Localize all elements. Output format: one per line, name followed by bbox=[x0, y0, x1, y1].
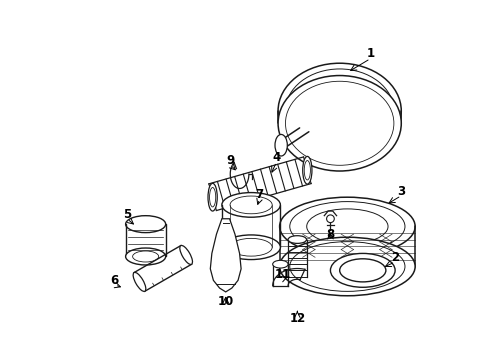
Ellipse shape bbox=[125, 248, 166, 265]
Ellipse shape bbox=[340, 259, 386, 282]
Ellipse shape bbox=[230, 196, 272, 214]
Text: 12: 12 bbox=[289, 312, 305, 325]
Ellipse shape bbox=[290, 202, 405, 251]
Ellipse shape bbox=[290, 242, 405, 291]
Ellipse shape bbox=[208, 183, 217, 211]
Ellipse shape bbox=[210, 188, 216, 207]
Ellipse shape bbox=[326, 215, 334, 222]
Ellipse shape bbox=[303, 156, 312, 184]
Text: 8: 8 bbox=[326, 228, 335, 240]
Text: 5: 5 bbox=[123, 208, 131, 221]
Ellipse shape bbox=[278, 76, 401, 171]
Ellipse shape bbox=[278, 63, 401, 159]
Ellipse shape bbox=[222, 235, 280, 260]
Text: 1: 1 bbox=[367, 48, 374, 60]
Text: 6: 6 bbox=[111, 274, 119, 287]
Text: 4: 4 bbox=[272, 150, 281, 164]
Polygon shape bbox=[210, 219, 241, 292]
Text: 3: 3 bbox=[397, 185, 405, 198]
Ellipse shape bbox=[222, 193, 280, 217]
Ellipse shape bbox=[273, 260, 288, 268]
Ellipse shape bbox=[275, 134, 287, 156]
Ellipse shape bbox=[125, 216, 166, 233]
Ellipse shape bbox=[318, 95, 361, 127]
Ellipse shape bbox=[230, 238, 272, 256]
Ellipse shape bbox=[280, 237, 415, 296]
Text: 7: 7 bbox=[255, 188, 264, 201]
Ellipse shape bbox=[180, 246, 193, 265]
Ellipse shape bbox=[280, 197, 415, 256]
Ellipse shape bbox=[133, 251, 159, 262]
Text: 11: 11 bbox=[274, 268, 291, 281]
Ellipse shape bbox=[329, 103, 350, 119]
Ellipse shape bbox=[304, 161, 311, 180]
Text: 9: 9 bbox=[226, 154, 234, 167]
Text: 10: 10 bbox=[218, 296, 234, 309]
Ellipse shape bbox=[133, 273, 146, 292]
Ellipse shape bbox=[286, 81, 394, 165]
Text: 2: 2 bbox=[391, 251, 399, 264]
Ellipse shape bbox=[330, 253, 395, 287]
Ellipse shape bbox=[288, 236, 307, 243]
Ellipse shape bbox=[307, 209, 388, 244]
Ellipse shape bbox=[286, 69, 394, 153]
